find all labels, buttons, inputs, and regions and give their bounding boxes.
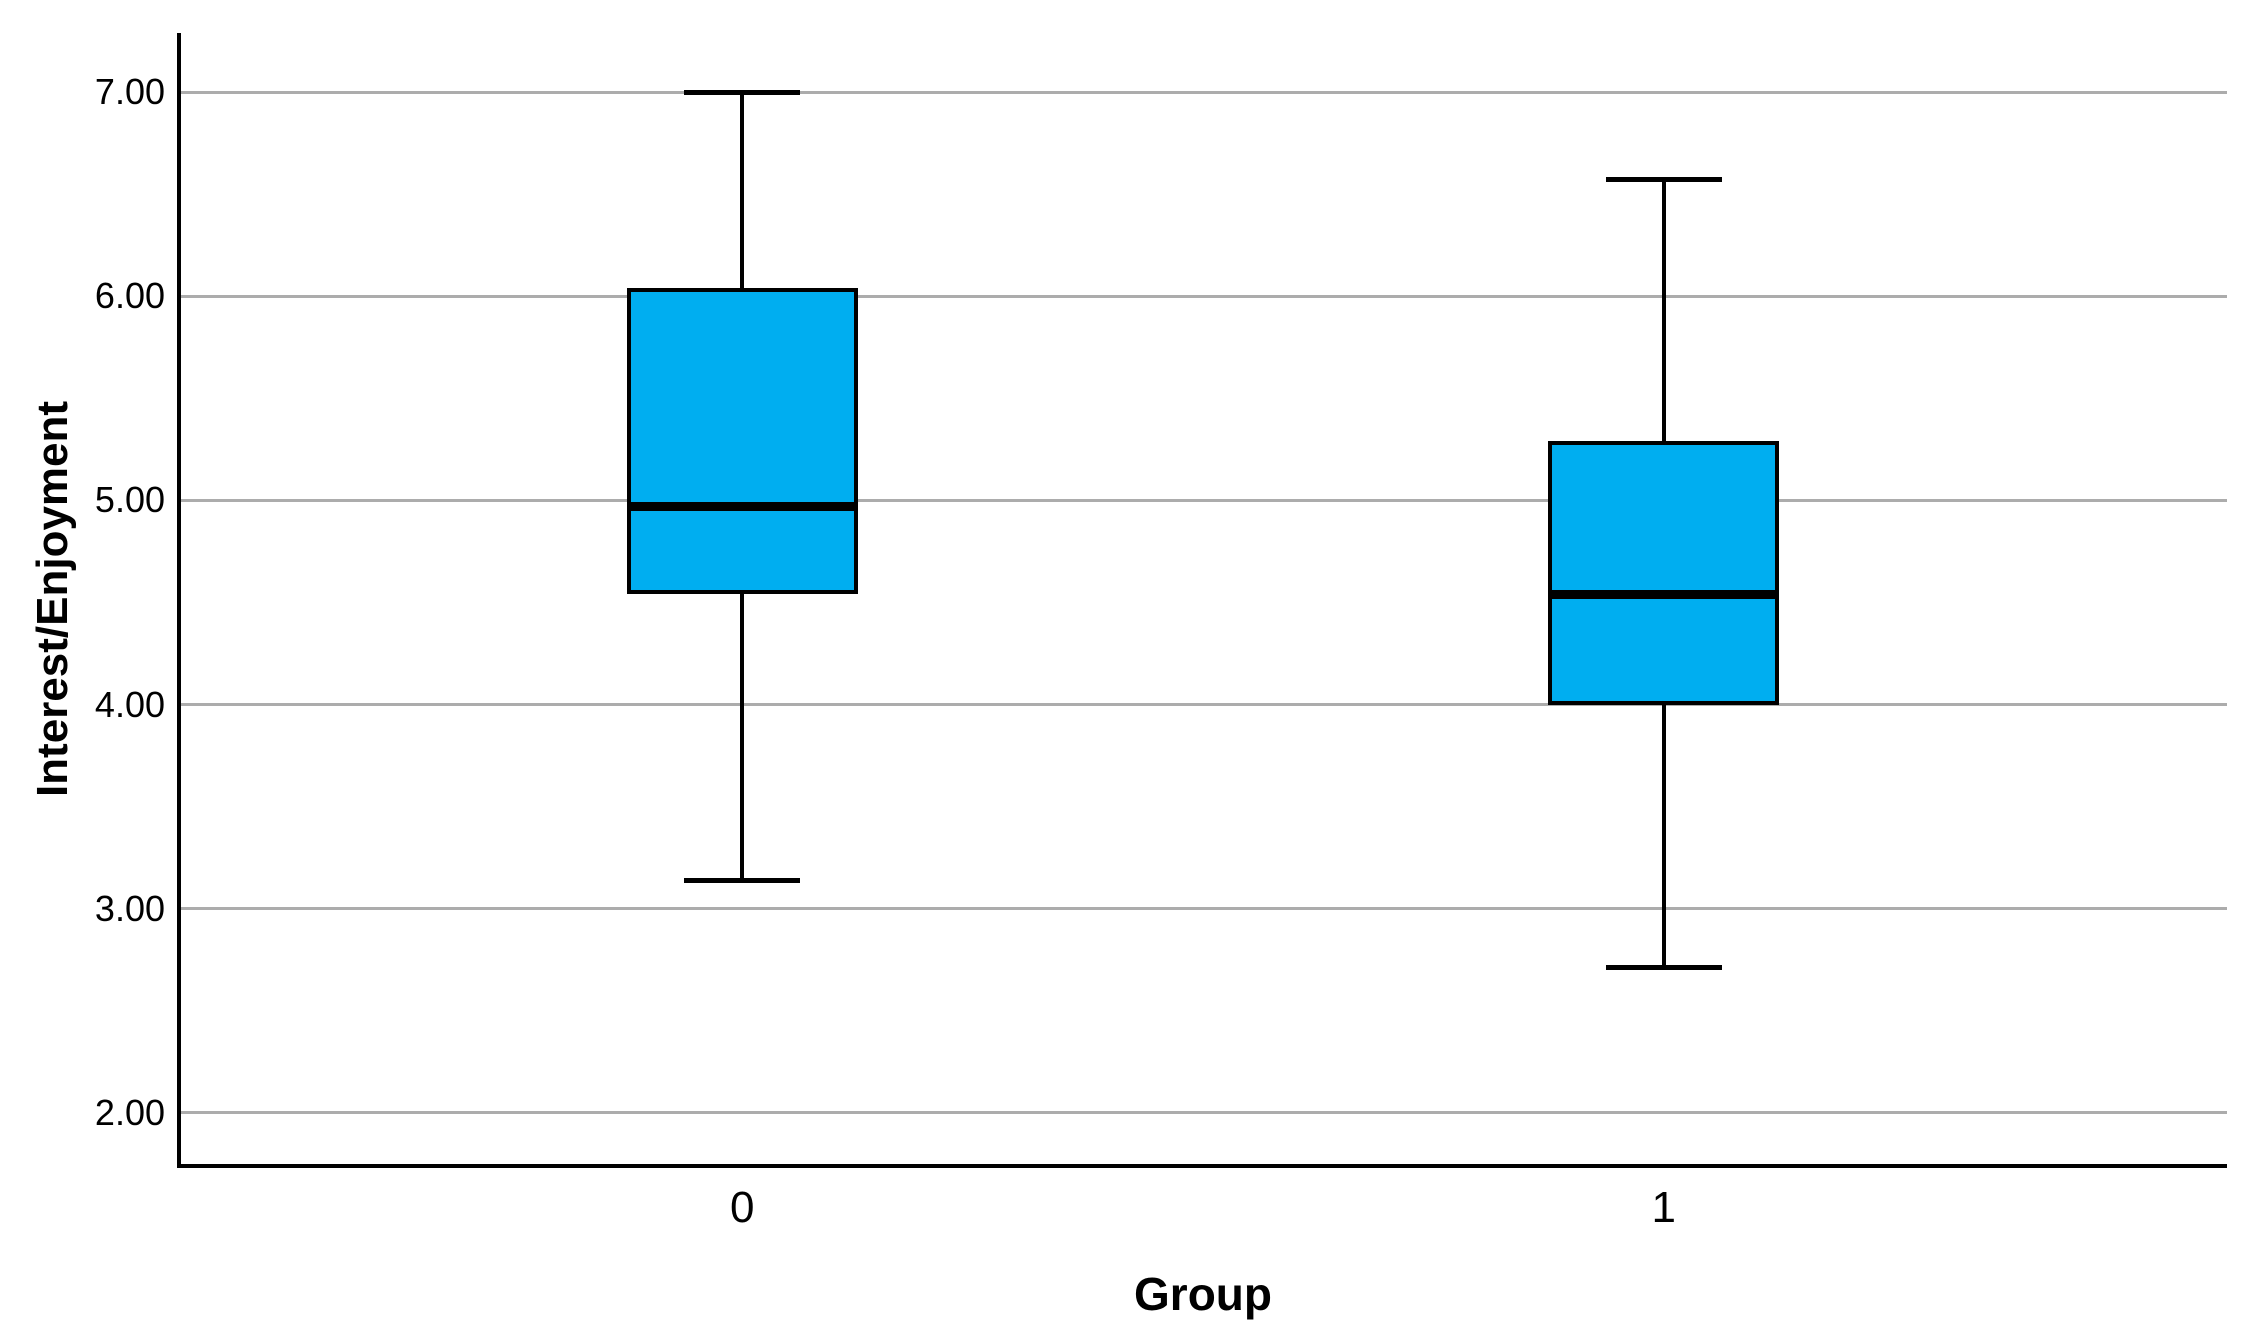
whisker-cap-bottom (684, 877, 801, 883)
y-tick-label: 3.00 (94, 887, 165, 929)
y-tick-label: 2.00 (94, 1091, 165, 1133)
y-axis-line (177, 33, 181, 1168)
y-gridline (179, 907, 2227, 911)
whisker-cap-top (1605, 177, 1722, 183)
y-axis-title: Interest/Enjoyment (28, 400, 77, 798)
x-tick-label-group-0: 0 (729, 1183, 755, 1232)
y-tick-label: 6.00 (94, 275, 165, 317)
y-gridline (179, 1111, 2227, 1115)
x-axis-title: Group (1134, 1268, 1272, 1320)
box-group-0 (626, 288, 858, 595)
x-axis-line (177, 1164, 2227, 1168)
y-gridline (179, 703, 2227, 707)
y-gridline (179, 498, 2227, 502)
y-tick-label: 7.00 (94, 71, 165, 113)
y-tick-label: 4.00 (94, 683, 165, 725)
y-gridline (179, 294, 2227, 298)
whisker-cap-top (684, 89, 801, 95)
box-group-1 (1548, 441, 1780, 705)
y-tick-label: 5.00 (94, 479, 165, 521)
whisker-cap-bottom (1605, 965, 1722, 971)
x-tick-label-group-1: 1 (1651, 1183, 1677, 1232)
y-gridline (179, 90, 2227, 94)
median-line-group-0 (626, 502, 858, 512)
median-line-group-1 (1548, 589, 1780, 599)
